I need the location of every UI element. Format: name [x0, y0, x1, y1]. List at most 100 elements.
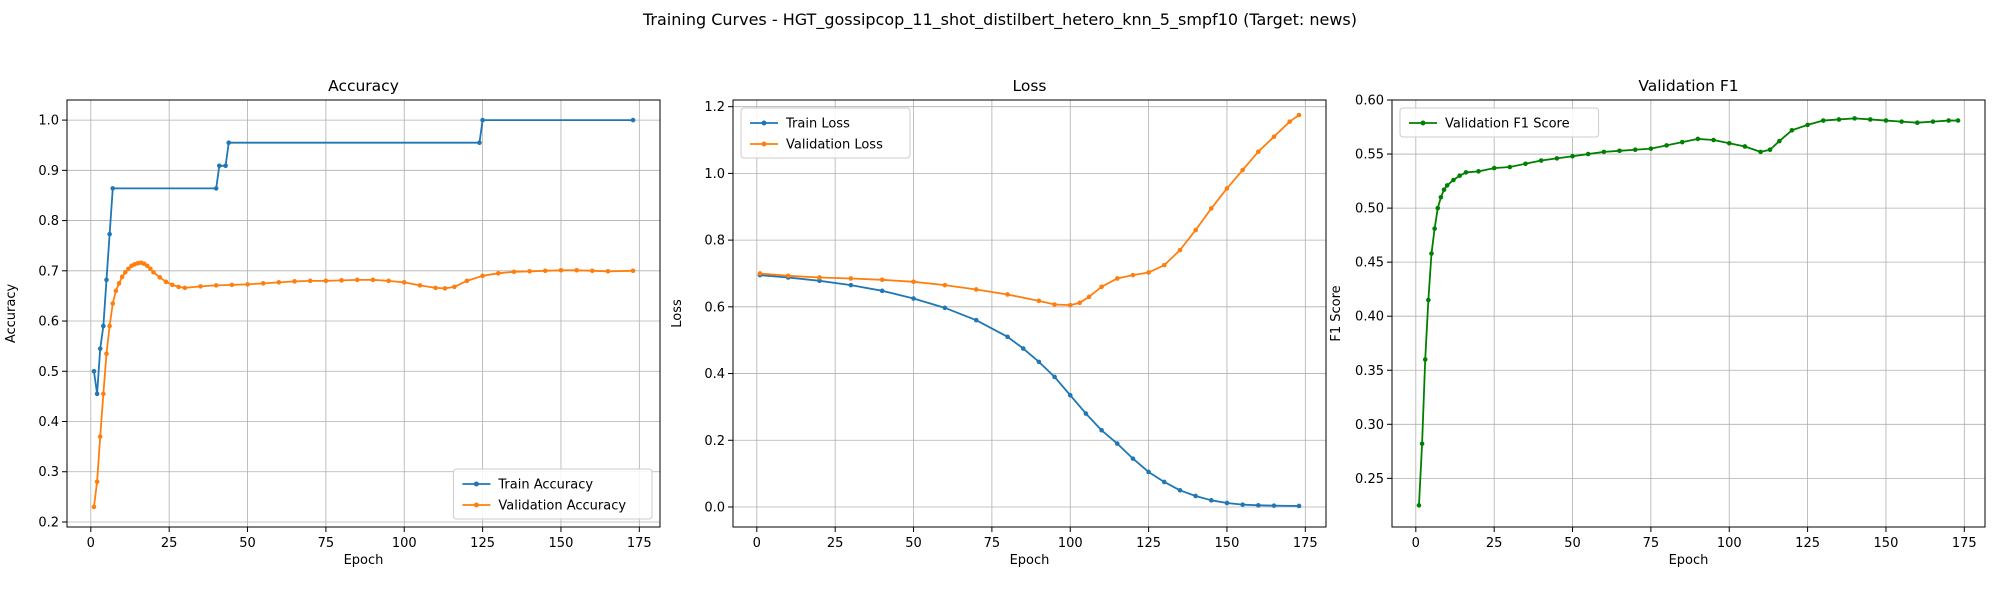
validation-accuracy-point: [605, 269, 611, 274]
validation-accuracy-point: [113, 288, 119, 294]
validation-f1-score-point: [1742, 144, 1748, 149]
x-tick-label: 125: [1795, 536, 1820, 551]
validation-loss-point: [1224, 186, 1230, 191]
validation-accuracy-point: [104, 351, 109, 356]
train-loss-point: [973, 317, 979, 323]
legend-label: Validation F1 Score: [1445, 117, 1570, 132]
validation-accuracy-point: [157, 275, 163, 280]
x-tick-label: 100: [392, 536, 417, 551]
x-tick-label: 150: [549, 536, 574, 551]
validation-accuracy-point: [401, 280, 407, 285]
chart-title: Loss: [1013, 77, 1047, 95]
x-axis-label: Epoch: [1010, 553, 1050, 568]
validation-f1-score-point: [1463, 170, 1469, 175]
y-tick-label: 1.0: [38, 114, 59, 129]
validation-f1-score-point: [1416, 503, 1422, 508]
validation-loss-point: [1177, 247, 1183, 253]
validation-f1-score-point: [1601, 149, 1607, 155]
train-loss-point: [1208, 498, 1214, 503]
train-loss-point: [1161, 479, 1167, 485]
y-tick-label: 0.2: [704, 434, 725, 449]
train-loss-point: [1193, 493, 1198, 499]
train-loss-point: [1067, 392, 1073, 398]
validation-loss-point: [942, 282, 948, 288]
validation-f1-score-point: [1758, 149, 1763, 155]
validation-f1-score-point: [1915, 120, 1920, 126]
train-accuracy-point: [101, 323, 106, 329]
validation-accuracy-point: [307, 278, 313, 284]
train-accuracy-point: [213, 186, 219, 191]
validation-f1-score-point: [1538, 158, 1544, 163]
x-tick-label: 25: [827, 536, 844, 551]
train-accuracy-point: [107, 231, 112, 237]
x-tick-label: 75: [1643, 536, 1660, 551]
validation-loss-point: [1193, 227, 1198, 233]
train-loss-line: [759, 274, 1300, 507]
legend-label: Validation Accuracy: [498, 499, 626, 514]
validation-accuracy-point: [590, 268, 595, 274]
validation-accuracy-point: [151, 270, 156, 275]
y-tick-label: 0.8: [704, 234, 725, 249]
train-loss-point: [1256, 503, 1261, 508]
y-tick-label: 0.7: [38, 264, 59, 279]
validation-accuracy-point: [94, 479, 100, 485]
train-loss-point: [1146, 469, 1151, 475]
y-tick-label: 0.50: [1355, 202, 1384, 217]
validation-f1-score-point: [1585, 151, 1591, 157]
train-loss-point: [942, 305, 948, 311]
validation-f1-score-point: [1432, 226, 1437, 231]
validation-f1-score-point: [1946, 118, 1951, 123]
validation-f1-score-point: [1820, 118, 1826, 123]
validation-loss-point: [1208, 206, 1214, 211]
validation-f1-score-point: [1435, 205, 1441, 211]
train-loss-point: [1005, 334, 1010, 340]
validation-loss-point: [1287, 119, 1292, 124]
validation-accuracy-point: [527, 269, 532, 274]
validation-f1-panel: 0 25 50 75 100 125 150 175 0.25 0.30 0.35 0.40 0.45 0…: [1329, 77, 1986, 568]
legend-label: Train Accuracy: [497, 478, 593, 493]
train-accuracy-point: [110, 186, 116, 191]
validation-accuracy-point: [122, 270, 128, 275]
validation-loss-point: [1052, 302, 1057, 307]
validation-accuracy-point: [276, 280, 282, 285]
legend: Train Accuracy Validation Accuracy: [452, 468, 653, 520]
train-loss-point: [1296, 503, 1302, 509]
validation-f1-score-point: [1441, 187, 1447, 193]
validation-accuracy-point: [110, 301, 116, 306]
chart-title: Validation F1: [1638, 77, 1738, 95]
validation-f1-score-point: [1679, 139, 1685, 145]
train-accuracy-point: [97, 346, 103, 351]
y-axis-label: Loss: [670, 299, 685, 328]
validation-f1-score-point: [1422, 357, 1428, 362]
y-tick-label: 0.9: [38, 164, 59, 179]
validation-accuracy-point: [480, 273, 485, 279]
validation-f1-score-point: [1457, 173, 1462, 178]
y-tick-label: 0.6: [38, 315, 59, 330]
validation-loss-point: [1036, 298, 1042, 304]
x-tick-label: 175: [627, 536, 652, 551]
validation-f1-score-point: [1711, 137, 1716, 143]
train-loss-point: [1130, 456, 1136, 461]
validation-f1-score-point: [1648, 146, 1654, 151]
validation-f1-score-point: [1617, 148, 1622, 154]
train-accuracy-point: [223, 163, 228, 169]
legend-marker: [761, 120, 767, 126]
validation-accuracy-point: [245, 282, 250, 287]
train-loss-point: [1020, 346, 1026, 351]
validation-accuracy-point: [433, 285, 438, 291]
validation-accuracy-point: [101, 391, 106, 397]
y-tick-label: 0.5: [38, 365, 59, 380]
validation-accuracy-point: [542, 268, 548, 274]
validation-f1-score-point: [1664, 143, 1669, 148]
validation-f1-score-point: [1444, 183, 1450, 188]
validation-f1-score-point: [1767, 147, 1773, 153]
validation-accuracy-point: [126, 266, 131, 272]
validation-loss-line: [759, 114, 1300, 307]
validation-accuracy-point: [97, 434, 103, 439]
validation-loss-point: [817, 275, 822, 280]
validation-loss-point: [1161, 262, 1167, 268]
chart-title: Accuracy: [328, 77, 399, 95]
validation-accuracy-point: [370, 277, 376, 283]
validation-f1-score-point: [1451, 177, 1456, 183]
